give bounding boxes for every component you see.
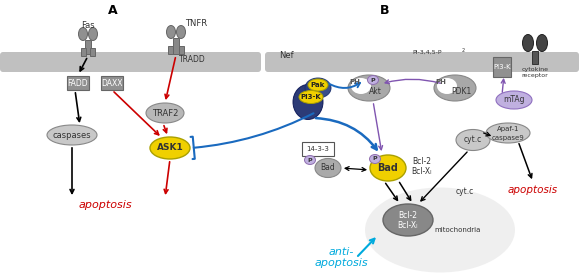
- Text: B: B: [380, 4, 390, 16]
- Ellipse shape: [78, 28, 88, 40]
- Ellipse shape: [456, 129, 490, 150]
- Ellipse shape: [299, 90, 323, 104]
- Ellipse shape: [89, 28, 97, 40]
- Text: ASK1: ASK1: [157, 143, 183, 153]
- Ellipse shape: [370, 155, 406, 181]
- Text: DAXX: DAXX: [102, 78, 123, 88]
- Text: apoptosis: apoptosis: [508, 185, 558, 195]
- Text: PDK1: PDK1: [451, 86, 471, 95]
- Text: P: P: [371, 78, 375, 83]
- Ellipse shape: [523, 35, 534, 52]
- Ellipse shape: [496, 91, 532, 109]
- Text: Akt: Akt: [368, 86, 382, 95]
- Text: A: A: [108, 4, 118, 16]
- Ellipse shape: [437, 78, 457, 94]
- Bar: [179, 46, 184, 54]
- Ellipse shape: [383, 204, 433, 236]
- Ellipse shape: [369, 155, 380, 163]
- Text: PI3-K: PI3-K: [300, 94, 321, 100]
- Text: 2: 2: [462, 47, 465, 52]
- Text: anti-: anti-: [328, 247, 354, 257]
- Ellipse shape: [176, 25, 186, 39]
- Bar: [302, 142, 334, 156]
- Text: receptor: receptor: [521, 73, 548, 78]
- Text: TNFR: TNFR: [185, 20, 207, 28]
- Ellipse shape: [536, 35, 548, 52]
- Bar: [532, 51, 538, 64]
- Ellipse shape: [150, 137, 190, 159]
- Text: TRAF2: TRAF2: [152, 109, 178, 117]
- Text: P: P: [373, 157, 378, 162]
- Ellipse shape: [365, 187, 515, 273]
- Ellipse shape: [368, 76, 379, 85]
- Bar: [67, 76, 89, 90]
- Text: Nef: Nef: [278, 52, 293, 61]
- Text: apoptosis: apoptosis: [314, 258, 368, 268]
- Ellipse shape: [305, 78, 331, 98]
- Text: 14-3-3: 14-3-3: [307, 146, 329, 152]
- FancyBboxPatch shape: [265, 52, 579, 72]
- FancyBboxPatch shape: [0, 52, 261, 72]
- Ellipse shape: [486, 123, 530, 143]
- Ellipse shape: [146, 103, 184, 123]
- Bar: [85, 40, 91, 54]
- Text: TRADD: TRADD: [179, 56, 205, 64]
- Text: cyt.c: cyt.c: [464, 136, 482, 145]
- Text: PH: PH: [350, 79, 360, 85]
- Text: caspases: caspases: [53, 131, 91, 140]
- Text: Apaf-1: Apaf-1: [496, 126, 519, 132]
- Bar: [90, 48, 95, 56]
- Text: cytokine: cytokine: [521, 66, 549, 71]
- Bar: [101, 76, 123, 90]
- Ellipse shape: [348, 75, 390, 101]
- Text: Bcl-2: Bcl-2: [398, 210, 418, 220]
- Text: PH: PH: [436, 79, 447, 85]
- Text: mTAg: mTAg: [503, 95, 525, 105]
- Text: PI3-K: PI3-K: [493, 64, 511, 70]
- Ellipse shape: [315, 158, 341, 177]
- Ellipse shape: [351, 78, 371, 94]
- Text: apoptosis: apoptosis: [78, 200, 132, 210]
- Ellipse shape: [434, 75, 476, 101]
- Text: Bad: Bad: [378, 163, 398, 173]
- Text: FADD: FADD: [68, 78, 88, 88]
- Text: caspase9: caspase9: [492, 135, 524, 141]
- Bar: [493, 57, 511, 77]
- Text: Fas: Fas: [81, 20, 95, 30]
- Text: mitochondria: mitochondria: [435, 227, 481, 233]
- Text: Bcl-Xₗ: Bcl-Xₗ: [412, 167, 432, 177]
- Ellipse shape: [293, 85, 323, 119]
- Bar: [81, 48, 86, 56]
- Text: Pak: Pak: [311, 82, 325, 88]
- Text: PI-3,4,5-P: PI-3,4,5-P: [412, 49, 442, 54]
- Text: Bcl-2: Bcl-2: [412, 158, 432, 167]
- Bar: [173, 38, 179, 54]
- Text: cyt.c: cyt.c: [456, 187, 474, 196]
- Ellipse shape: [47, 125, 97, 145]
- Ellipse shape: [166, 25, 176, 39]
- Bar: [168, 46, 173, 54]
- Text: Bad: Bad: [321, 163, 335, 172]
- Text: Bcl-Xₗ: Bcl-Xₗ: [398, 222, 418, 230]
- Ellipse shape: [304, 155, 316, 165]
- Ellipse shape: [308, 79, 328, 91]
- Text: P: P: [307, 158, 312, 162]
